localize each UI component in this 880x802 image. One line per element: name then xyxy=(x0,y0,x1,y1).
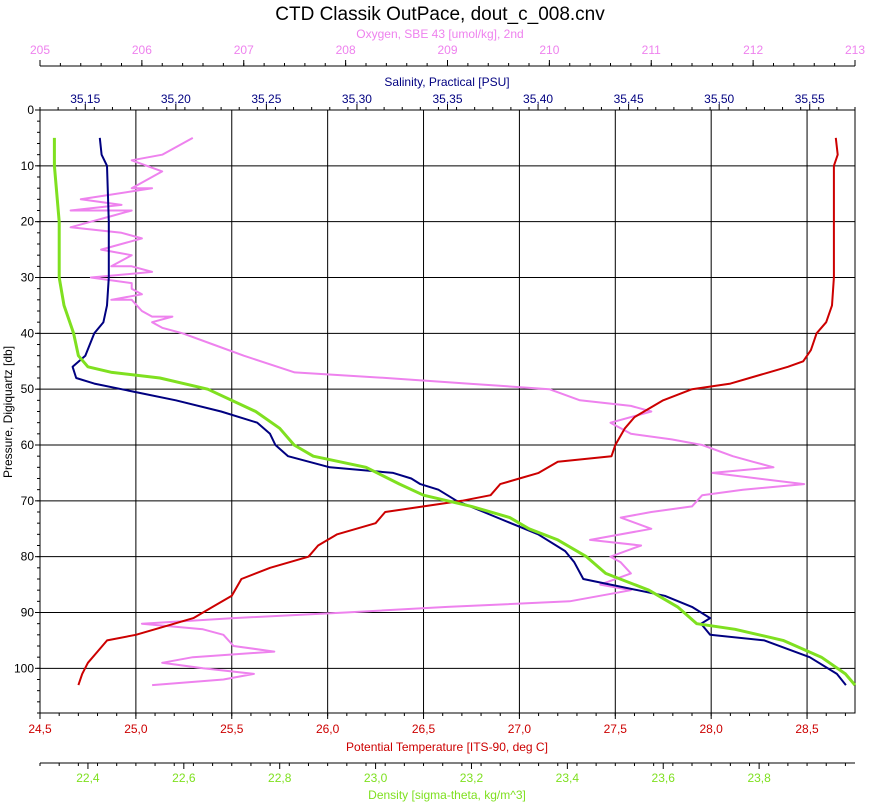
y-tick-label: 20 xyxy=(21,215,35,229)
density-tick-label: 23,6 xyxy=(652,771,676,785)
density-axis-label: Density [sigma-theta, kg/m^3] xyxy=(368,788,526,802)
axes: 0 10 20 30 40 50 60 70 80 90 100 205 206 207 208 209 210… xyxy=(14,43,865,785)
oxygen-tick-label: 210 xyxy=(539,43,559,57)
density-tick-label: 22,4 xyxy=(76,771,100,785)
pressure-axis-label: Pressure, Digiquartz [db] xyxy=(1,346,15,478)
y-tick-label: 80 xyxy=(21,550,35,564)
density-tick-label: 23,0 xyxy=(364,771,388,785)
y-tick-label: 60 xyxy=(21,438,35,452)
temperature-tick-label: 25,5 xyxy=(220,722,244,736)
salinity-tick-label: 35,35 xyxy=(432,92,462,106)
salinity-tick-label: 35,15 xyxy=(70,92,100,106)
temperature-tick-label: 26,0 xyxy=(316,722,340,736)
y-tick-label: 0 xyxy=(27,103,34,117)
salinity-tick-label: 35,50 xyxy=(704,92,734,106)
temperature-tick-label: 28,5 xyxy=(795,722,819,736)
salinity-tick-label: 35,45 xyxy=(614,92,644,106)
density-tick-label: 23,8 xyxy=(747,771,771,785)
salinity-tick-label: 35,30 xyxy=(342,92,372,106)
temperature-axis-label: Potential Temperature [ITS-90, deg C] xyxy=(346,740,548,754)
series-line-temperature xyxy=(77,137,839,686)
density-tick-label: 22,8 xyxy=(268,771,292,785)
series-line-salinity xyxy=(71,137,847,686)
series xyxy=(52,137,857,687)
density-tick-label: 23,2 xyxy=(460,771,484,785)
oxygen-tick-label: 213 xyxy=(845,43,865,57)
y-tick-label: 100 xyxy=(14,661,34,675)
y-tick-label: 50 xyxy=(21,382,35,396)
density-tick-label: 23,4 xyxy=(556,771,580,785)
y-tick-label: 10 xyxy=(21,159,35,173)
y-tick-label: 90 xyxy=(21,606,35,620)
oxygen-tick-label: 208 xyxy=(336,43,356,57)
series-line-oxygen xyxy=(69,137,806,687)
salinity-axis-label: Salinity, Practical [PSU] xyxy=(384,75,509,89)
y-tick-label: 40 xyxy=(21,326,35,340)
y-tick-label: 30 xyxy=(21,271,35,285)
oxygen-tick-label: 209 xyxy=(437,43,457,57)
oxygen-axis-label: Oxygen, SBE 43 [umol/kg], 2nd xyxy=(356,27,523,41)
temperature-tick-label: 26,5 xyxy=(412,722,436,736)
oxygen-tick-label: 212 xyxy=(743,43,763,57)
temperature-tick-label: 24,5 xyxy=(28,722,52,736)
temperature-tick-label: 25,0 xyxy=(124,722,148,736)
oxygen-tick-label: 211 xyxy=(642,43,661,57)
salinity-tick-label: 35,55 xyxy=(795,92,825,106)
oxygen-tick-label: 207 xyxy=(234,43,254,57)
salinity-tick-label: 35,20 xyxy=(161,92,191,106)
salinity-tick-label: 35,25 xyxy=(251,92,281,106)
temperature-tick-label: 27,5 xyxy=(604,722,628,736)
oxygen-tick-label: 205 xyxy=(30,43,50,57)
density-tick-label: 22,6 xyxy=(172,771,196,785)
y-tick-label: 70 xyxy=(21,494,35,508)
series-line-density xyxy=(52,137,857,687)
temperature-tick-label: 27,0 xyxy=(508,722,532,736)
chart-title: CTD Classik OutPace, dout_c_008.cnv xyxy=(275,4,605,25)
oxygen-tick-label: 206 xyxy=(132,43,152,57)
temperature-tick-label: 28,0 xyxy=(699,722,723,736)
salinity-tick-label: 35,40 xyxy=(523,92,553,106)
